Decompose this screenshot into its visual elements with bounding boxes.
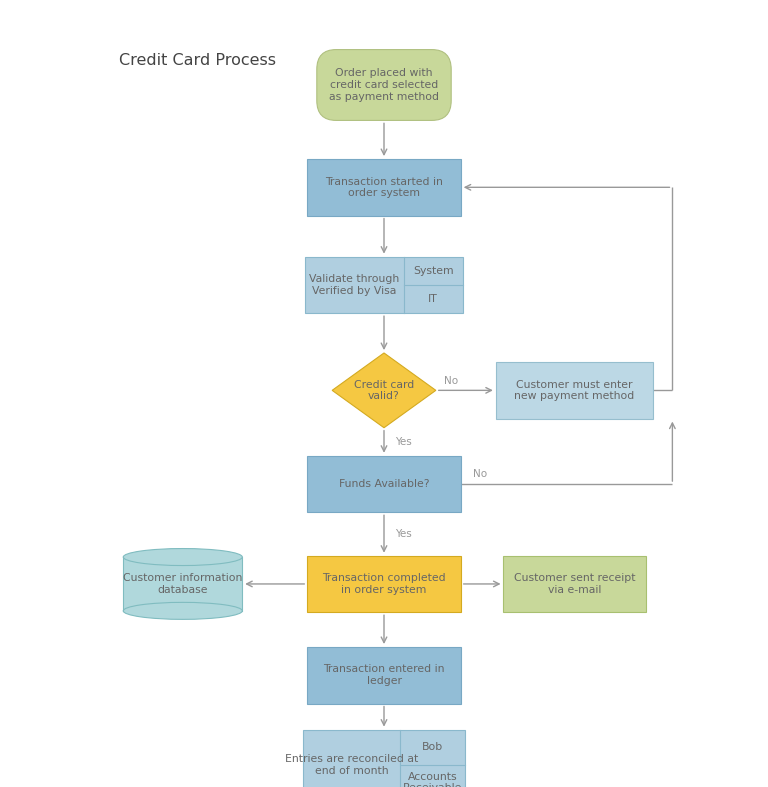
Text: Customer information
database: Customer information database xyxy=(123,573,243,595)
Bar xyxy=(496,362,653,419)
Text: Yes: Yes xyxy=(396,437,412,447)
Bar xyxy=(307,159,461,216)
FancyBboxPatch shape xyxy=(316,50,451,120)
Text: Funds Available?: Funds Available? xyxy=(339,479,429,489)
Bar xyxy=(307,647,461,704)
Bar xyxy=(306,257,462,313)
Text: Credit card
valid?: Credit card valid? xyxy=(354,379,414,401)
Text: Yes: Yes xyxy=(396,529,412,539)
Bar xyxy=(123,557,243,611)
Text: Validate through
Verified by Visa: Validate through Verified by Visa xyxy=(310,274,399,296)
Text: Accounts
Receivable: Accounts Receivable xyxy=(402,772,462,787)
Bar xyxy=(504,556,645,612)
Text: Order placed with
credit card selected
as payment method: Order placed with credit card selected a… xyxy=(329,68,439,102)
Text: Transaction entered in
ledger: Transaction entered in ledger xyxy=(323,664,445,686)
Bar xyxy=(303,730,465,787)
Text: Bob: Bob xyxy=(422,742,443,752)
Text: No: No xyxy=(443,376,458,386)
Text: IT: IT xyxy=(429,294,438,304)
Text: Transaction started in
order system: Transaction started in order system xyxy=(325,176,443,198)
Ellipse shape xyxy=(123,602,242,619)
Text: Credit Card Process: Credit Card Process xyxy=(119,53,276,68)
Bar xyxy=(307,456,461,512)
Text: No: No xyxy=(473,469,487,479)
Text: Customer must enter
new payment method: Customer must enter new payment method xyxy=(515,379,634,401)
Text: Transaction completed
in order system: Transaction completed in order system xyxy=(323,573,445,595)
Text: System: System xyxy=(413,266,454,275)
Bar xyxy=(307,556,461,612)
Text: Entries are reconciled at
end of month: Entries are reconciled at end of month xyxy=(285,754,419,776)
Polygon shape xyxy=(332,353,436,427)
Ellipse shape xyxy=(123,549,242,566)
Text: Customer sent receipt
via e-mail: Customer sent receipt via e-mail xyxy=(514,573,635,595)
